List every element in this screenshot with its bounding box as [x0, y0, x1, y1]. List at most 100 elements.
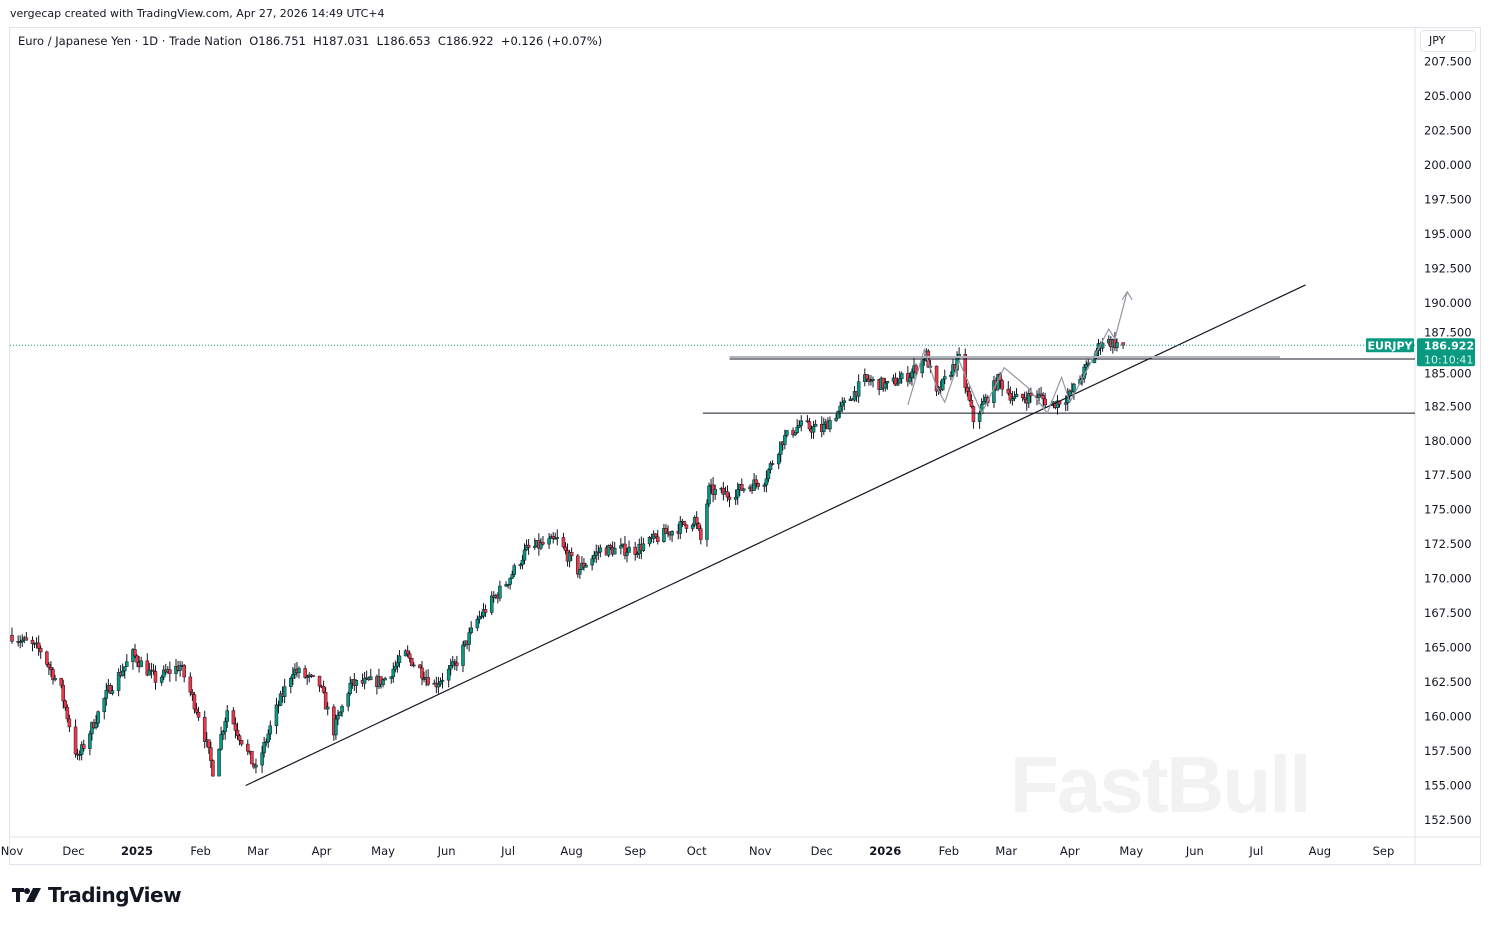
candle-body: [871, 379, 875, 381]
candle-body: [518, 564, 523, 566]
candle-body: [897, 378, 902, 384]
candle-body: [563, 546, 568, 551]
candle-body: [196, 711, 201, 718]
y-tick-label: 190.000: [1424, 296, 1472, 310]
candle-body: [1041, 395, 1045, 400]
candle-body: [135, 655, 139, 663]
candle-body: [520, 559, 525, 565]
candle-body: [282, 686, 287, 697]
candle-body: [1006, 388, 1011, 394]
candle-body: [766, 469, 771, 480]
candle-body: [305, 676, 309, 678]
candle-body: [77, 754, 82, 756]
candle-body: [147, 669, 152, 676]
candle-body: [981, 401, 986, 405]
candle-body: [405, 650, 410, 655]
candle-body: [1022, 397, 1027, 400]
x-tick-label: Jul: [1248, 844, 1263, 858]
candle-body: [159, 676, 164, 683]
candle-body: [139, 660, 143, 668]
candle-body: [754, 479, 758, 484]
candle-body: [45, 651, 49, 665]
y-tick-label: 155.000: [1424, 779, 1472, 793]
candle-body: [116, 672, 121, 691]
candle-body: [268, 725, 273, 735]
candle-body: [477, 616, 482, 620]
candle-body: [254, 764, 258, 768]
candle-body: [838, 405, 842, 412]
candle-body: [885, 381, 890, 384]
candle-body: [670, 531, 674, 536]
candle-body: [733, 496, 738, 500]
x-tick-label: Jul: [500, 844, 515, 858]
candle-body: [202, 716, 207, 742]
x-tick-label: Apr: [312, 844, 332, 858]
candle-body: [104, 689, 109, 699]
candle-body: [49, 666, 53, 670]
candle-body: [161, 669, 166, 678]
candle-body: [311, 675, 316, 677]
candle-body: [231, 710, 236, 725]
candle-body: [178, 665, 182, 671]
candle-body: [391, 668, 396, 678]
candle-body: [1037, 393, 1041, 398]
candle-body: [965, 387, 970, 392]
candle-body: [194, 708, 199, 713]
candle-body: [120, 670, 125, 676]
candle-body: [510, 574, 514, 579]
candle-body: [735, 489, 740, 498]
candle-body: [840, 402, 844, 407]
candle-body: [1029, 393, 1033, 397]
candle-body: [1000, 380, 1004, 390]
candle-body: [479, 615, 484, 618]
candle-body: [770, 463, 775, 465]
candle-body: [168, 669, 172, 674]
candle-body: [635, 553, 639, 555]
candle-body: [498, 585, 502, 599]
candle-body: [190, 691, 195, 695]
candle-body: [123, 666, 127, 672]
candle-body: [219, 734, 223, 750]
candle-body: [547, 538, 551, 545]
candle-body: [551, 536, 555, 539]
candle-body: [223, 721, 227, 732]
candle-body: [910, 371, 914, 378]
x-tick-label: Dec: [62, 844, 84, 858]
candle-body: [407, 653, 412, 659]
candle-body: [369, 676, 373, 681]
y-tick-label: 177.500: [1424, 468, 1472, 482]
candle-body: [725, 491, 730, 498]
y-tick-label: 165.000: [1424, 641, 1472, 655]
candle-body: [647, 537, 652, 545]
x-tick-label: Sep: [1373, 844, 1395, 858]
candle-body: [182, 665, 186, 678]
candle-body: [51, 669, 55, 681]
tradingview-logo[interactable]: TradingView: [12, 883, 182, 907]
candle-body: [469, 627, 473, 633]
candle-body: [297, 668, 301, 673]
trendline: [245, 284, 1306, 787]
x-tick-label: May: [1119, 844, 1143, 858]
candle-body: [235, 730, 240, 736]
candle-body: [20, 639, 24, 642]
candle-body: [633, 546, 637, 555]
candle-body: [334, 718, 338, 736]
candle-body: [96, 711, 100, 724]
candle-body: [795, 426, 799, 433]
candle-body: [584, 564, 588, 568]
candle-body: [489, 595, 494, 613]
x-tick-label: Apr: [1060, 844, 1080, 858]
currency-button[interactable]: JPY: [1420, 30, 1476, 52]
candle-body: [362, 678, 367, 684]
candle-body: [578, 569, 582, 575]
candle-body: [410, 658, 414, 666]
candle-body: [592, 555, 596, 560]
candle-body: [740, 484, 744, 491]
candle-body: [266, 733, 270, 743]
price-tag-value: 186.922: [1424, 339, 1474, 352]
candle-body: [977, 413, 982, 422]
candle-body: [1043, 398, 1047, 406]
candle-body: [721, 488, 726, 495]
candle-body: [1072, 383, 1076, 392]
